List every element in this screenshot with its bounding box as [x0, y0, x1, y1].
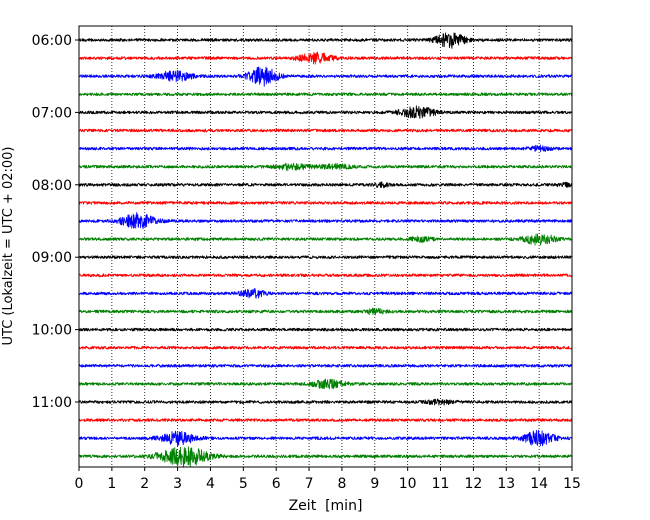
y-tick-label: 06:00	[32, 33, 72, 49]
seismogram-trace-1000	[78, 327, 573, 332]
seismogram-trace-0700	[78, 105, 573, 119]
seismogram-trace-1130	[78, 429, 573, 447]
seismogram-trace-1045	[78, 378, 573, 390]
seismogram-trace-0715	[78, 128, 573, 133]
seismogram-trace-0800	[78, 181, 573, 189]
seismogram-trace-0615	[78, 51, 573, 65]
seismogram-trace-0600	[78, 32, 573, 49]
seismogram-trace-0630	[78, 66, 573, 87]
seismogram-trace-1100	[78, 398, 573, 406]
seismogram-trace-1015	[78, 345, 573, 350]
y-axis: 06:00 07:00 08:00 09:00 10:00 11:00	[32, 33, 79, 411]
x-tick-label: 9	[370, 476, 379, 492]
x-axis: 0 1 2 3 4 5 6 7 8 9 10 11 12 13 14 15	[75, 467, 581, 492]
seismogram-trace-0815	[78, 201, 573, 205]
y-axis-label: UTC (Lokalzeit = UTC + 02:00)	[1, 147, 16, 346]
y-tick-label: 07:00	[32, 105, 72, 121]
x-tick-label: 1	[107, 476, 116, 492]
seismogram-trace-1030	[78, 363, 573, 368]
x-tick-label: 15	[563, 476, 581, 492]
y-tick-label: 11:00	[32, 395, 72, 411]
y-tick-label: 10:00	[32, 323, 72, 339]
seismogram-trace-1145	[78, 446, 573, 468]
seismogram-trace-0730	[78, 144, 573, 153]
seismogram-trace-1115	[78, 418, 573, 422]
x-tick-label: 6	[272, 476, 281, 492]
x-tick-label: 10	[399, 476, 417, 492]
x-axis-label: Zeit [min]	[289, 498, 363, 514]
y-tick-label: 08:00	[32, 178, 72, 194]
x-tick-label: 11	[432, 476, 450, 492]
seismogram-trace-0845	[78, 233, 573, 246]
seismogram-trace-0830	[78, 212, 573, 230]
x-tick-label: 13	[497, 476, 515, 492]
x-tick-label: 2	[140, 476, 149, 492]
seismogram-trace-0645	[78, 92, 573, 97]
seismogram-trace-0745	[78, 162, 573, 172]
plot-frame	[78, 25, 573, 468]
seismogram-trace-0930	[78, 287, 573, 299]
x-tick-label: 7	[305, 476, 314, 492]
seismogram-trace-0915	[78, 273, 573, 278]
x-tick-label: 3	[173, 476, 182, 492]
x-tick-label: 8	[337, 476, 346, 492]
trace-group	[78, 32, 573, 468]
x-tick-label: 5	[239, 476, 248, 492]
x-tick-label: 4	[206, 476, 215, 492]
seismogram-trace-0945	[78, 307, 573, 316]
seismogram-trace-0900	[78, 255, 573, 260]
x-tick-label: 0	[75, 476, 84, 492]
x-tick-label: 12	[464, 476, 482, 492]
x-tick-label: 14	[530, 476, 548, 492]
y-tick-label: 09:00	[32, 250, 72, 266]
